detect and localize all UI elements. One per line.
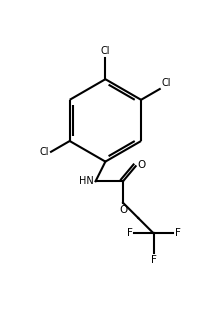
Text: F: F [127, 228, 132, 238]
Text: Cl: Cl [40, 147, 49, 157]
Text: HN: HN [79, 176, 94, 186]
Text: O: O [119, 205, 127, 215]
Text: F: F [175, 228, 181, 238]
Text: Cl: Cl [162, 78, 171, 88]
Text: O: O [138, 160, 146, 170]
Text: Cl: Cl [101, 46, 110, 56]
Text: F: F [151, 255, 156, 265]
